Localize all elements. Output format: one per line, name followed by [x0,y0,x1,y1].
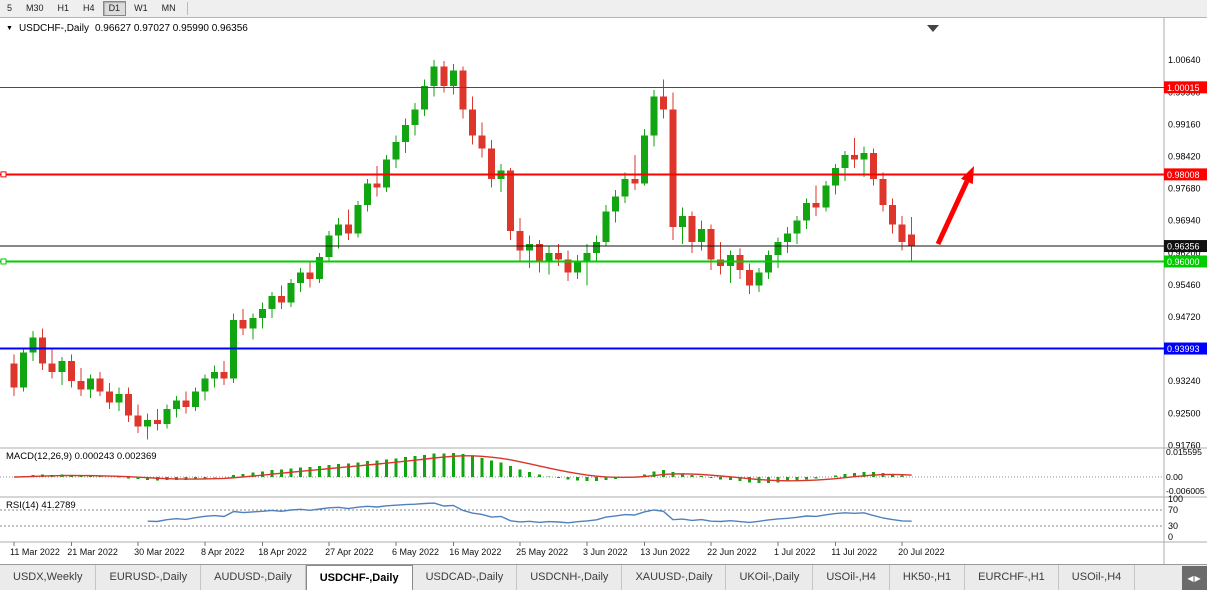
tab-ukoil-daily[interactable]: UKOil-,Daily [726,565,814,590]
period-button-mn[interactable]: MN [155,1,182,16]
svg-text:0.96940: 0.96940 [1168,216,1201,226]
svg-text:1 Jul 2022: 1 Jul 2022 [774,547,816,557]
svg-text:13 Jun 2022: 13 Jun 2022 [640,547,690,557]
period-button-h4[interactable]: H4 [77,1,101,16]
price-chart-canvas[interactable]: 1.006400.999000.991600.984200.976800.969… [0,18,1207,564]
tab-usdcad-daily[interactable]: USDCAD-,Daily [413,565,518,590]
period-button-d1[interactable]: D1 [102,1,127,16]
svg-text:0.97680: 0.97680 [1168,184,1201,194]
tab-hk50-h1[interactable]: HK50-,H1 [890,565,966,590]
svg-text:11 Jul 2022: 11 Jul 2022 [831,547,877,557]
svg-text:0.96356: 0.96356 [1167,242,1200,252]
current-price-line: 0.96356 [0,240,1207,253]
svg-text:0.96200: 0.96200 [1168,248,1201,258]
period-button-w1[interactable]: W1 [128,1,154,16]
tab-usoil-h4[interactable]: USOil-,H4 [813,565,890,590]
svg-text:-0.006005: -0.006005 [1166,486,1205,496]
svg-text:1.00640: 1.00640 [1168,55,1201,65]
svg-text:30: 30 [1168,521,1178,531]
svg-text:11 Mar 2022: 11 Mar 2022 [10,547,60,557]
svg-text:0.96000: 0.96000 [1167,257,1200,267]
svg-text:0.93240: 0.93240 [1168,376,1201,386]
tab-usdcnh-daily[interactable]: USDCNH-,Daily [517,565,623,590]
svg-text:0.00: 0.00 [1166,472,1183,482]
svg-text:0.015595: 0.015595 [1166,447,1202,457]
svg-text:0.93993: 0.93993 [1167,344,1200,354]
svg-text:22 Jun 2022: 22 Jun 2022 [707,547,757,557]
svg-text:0.91760: 0.91760 [1168,440,1201,450]
period-button-5[interactable]: 5 [1,1,19,16]
tab-usdx-weekly[interactable]: USDX,Weekly [0,565,97,590]
svg-text:27 Apr 2022: 27 Apr 2022 [325,547,374,557]
svg-text:6 May 2022: 6 May 2022 [392,547,439,557]
tab-eurusd-daily[interactable]: EURUSD-,Daily [96,565,202,590]
svg-text:0.92500: 0.92500 [1168,408,1201,418]
svg-text:100: 100 [1168,494,1183,504]
toolbar-separator [186,2,188,15]
trend-arrow-annotation[interactable] [935,166,974,246]
svg-text:1.00015: 1.00015 [1167,83,1200,93]
chart-area: 1.006400.999000.991600.984200.976800.969… [0,18,1207,564]
svg-text:16 May 2022: 16 May 2022 [449,547,501,557]
chart-shift-marker[interactable] [927,25,939,32]
period-button-h1[interactable]: H1 [51,1,76,16]
svg-text:20 Jul 2022: 20 Jul 2022 [898,547,945,557]
rsi-line [147,502,912,524]
svg-text:0.98008: 0.98008 [1167,170,1200,180]
svg-text:30 Mar 2022: 30 Mar 2022 [134,547,185,557]
timeframe-toolbar: 5 M30 H1 H4 D1 W1 MN [0,0,1207,18]
svg-text:3 Jun 2022: 3 Jun 2022 [583,547,628,557]
tab-audusd-daily[interactable]: AUDUSD-,Daily [201,565,306,590]
svg-text:0.95460: 0.95460 [1168,280,1201,290]
svg-text:25 May 2022: 25 May 2022 [516,547,568,557]
svg-text:0.98420: 0.98420 [1168,152,1201,162]
svg-text:21 Mar 2022: 21 Mar 2022 [67,547,118,557]
tab-usoil-h4[interactable]: USOil-,H4 [1059,565,1136,590]
tab-scroll-buttons[interactable]: ◀▶ [1182,566,1207,590]
svg-text:18 Apr 2022: 18 Apr 2022 [258,547,307,557]
svg-text:8 Apr 2022: 8 Apr 2022 [201,547,245,557]
tab-xauusd-daily[interactable]: XAUUSD-,Daily [622,565,727,590]
svg-text:70: 70 [1168,505,1178,515]
tab-eurchf-h1[interactable]: EURCHF-,H1 [965,565,1059,590]
chart-tab-bar: USDX,Weekly EURUSD-,Daily AUDUSD-,Daily USD… [0,564,1207,590]
svg-text:0.94720: 0.94720 [1168,312,1201,322]
macd-signal-line [13,455,912,482]
candles [10,59,916,440]
svg-text:0: 0 [1168,532,1173,542]
period-button-m30[interactable]: M30 [20,1,50,16]
price-axis: 1.006400.999000.991600.984200.976800.969… [1168,55,1201,450]
date-axis: 11 Mar 2022 21 Mar 2022 30 Mar 2022 8 Apr 2… [10,542,945,557]
tab-usdchf-daily[interactable]: USDCHF-,Daily [305,565,413,590]
svg-text:0.99160: 0.99160 [1168,119,1201,129]
